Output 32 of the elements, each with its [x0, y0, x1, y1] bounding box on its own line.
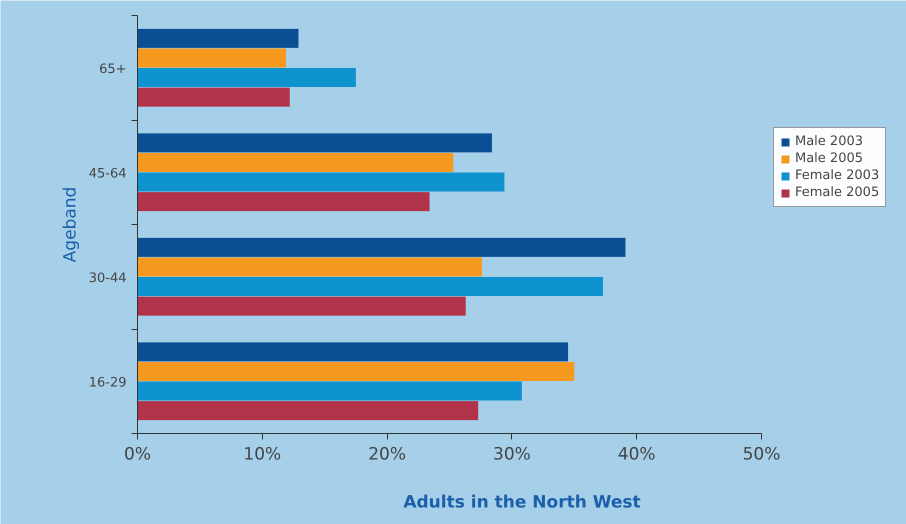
- bar: [138, 277, 604, 296]
- bar: [138, 342, 568, 362]
- x-tick-label: 10%: [243, 444, 282, 464]
- y-tick-label: 65+: [99, 62, 127, 77]
- legend-label: Male 2003: [795, 134, 864, 149]
- bar: [138, 68, 356, 88]
- y-tick-label: 16-29: [88, 375, 127, 390]
- bar: [138, 192, 430, 212]
- bar: [138, 152, 454, 172]
- y-tick-label: 30-44: [88, 270, 127, 286]
- bar: [138, 238, 626, 257]
- bar: [138, 257, 482, 276]
- legend-label: Female 2003: [795, 168, 880, 183]
- y-tick-label: 45-64: [88, 166, 127, 182]
- bar: [138, 88, 290, 107]
- x-tick-label: 20%: [368, 444, 406, 464]
- x-tick-label: 50%: [742, 444, 780, 464]
- bar: [138, 362, 574, 381]
- bar: [138, 48, 286, 68]
- x-tick-label: 40%: [618, 444, 656, 464]
- bar: [138, 133, 492, 152]
- bar: [138, 382, 522, 401]
- x-tick-label: 0%: [124, 444, 151, 464]
- legend-label: Male 2005: [795, 151, 864, 166]
- x-tick-label: 30%: [493, 444, 531, 464]
- legend-label: Female 2005: [795, 185, 880, 200]
- bar: [138, 296, 466, 316]
- bar: [138, 401, 478, 420]
- bar: [138, 28, 298, 48]
- bar: [138, 172, 504, 192]
- x-axis-title: Adults in the North West: [403, 492, 641, 512]
- y-axis-title: Ageband: [60, 186, 81, 262]
